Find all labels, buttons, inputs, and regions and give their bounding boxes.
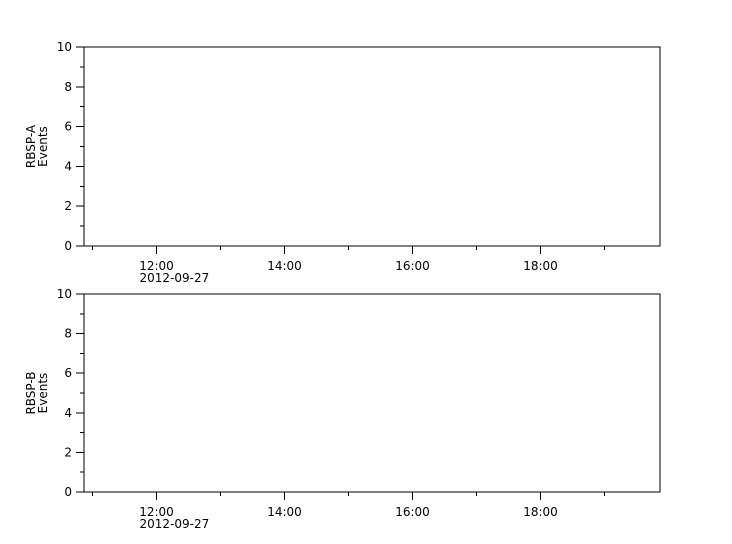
y-axis-label: RBSP-A — [24, 124, 38, 168]
y-tick-label: 0 — [64, 239, 72, 253]
plot-frame — [83, 46, 661, 247]
plot-frame — [83, 293, 661, 493]
y-tick-label: 10 — [57, 40, 72, 54]
x-tick-label: 18:00 — [523, 505, 558, 519]
y-tick-label: 0 — [64, 485, 72, 499]
y-axis-label: Events — [36, 373, 50, 414]
x-tick-label: 12:00 — [139, 259, 174, 273]
y-tick-label: 6 — [64, 366, 72, 380]
y-tick-label: 4 — [64, 159, 72, 173]
y-tick-label: 2 — [64, 199, 72, 213]
x-date-label: 2012-09-27 — [140, 517, 210, 531]
y-tick-label: 8 — [64, 327, 72, 341]
y-tick-label: 8 — [64, 80, 72, 94]
y-axis-label: Events — [36, 126, 50, 167]
x-tick-label: 18:00 — [523, 259, 558, 273]
y-tick-label: 4 — [64, 406, 72, 420]
x-tick-label: 16:00 — [395, 259, 430, 273]
y-tick-label: 2 — [64, 445, 72, 459]
x-tick-label: 16:00 — [395, 505, 430, 519]
x-tick-label: 14:00 — [267, 505, 302, 519]
y-tick-label: 6 — [64, 120, 72, 134]
y-axis-label: RBSP-B — [24, 371, 38, 414]
y-tick-label: 10 — [57, 287, 72, 301]
x-tick-label: 12:00 — [139, 505, 174, 519]
x-tick-label: 14:00 — [267, 259, 302, 273]
x-date-label: 2012-09-27 — [140, 271, 210, 285]
